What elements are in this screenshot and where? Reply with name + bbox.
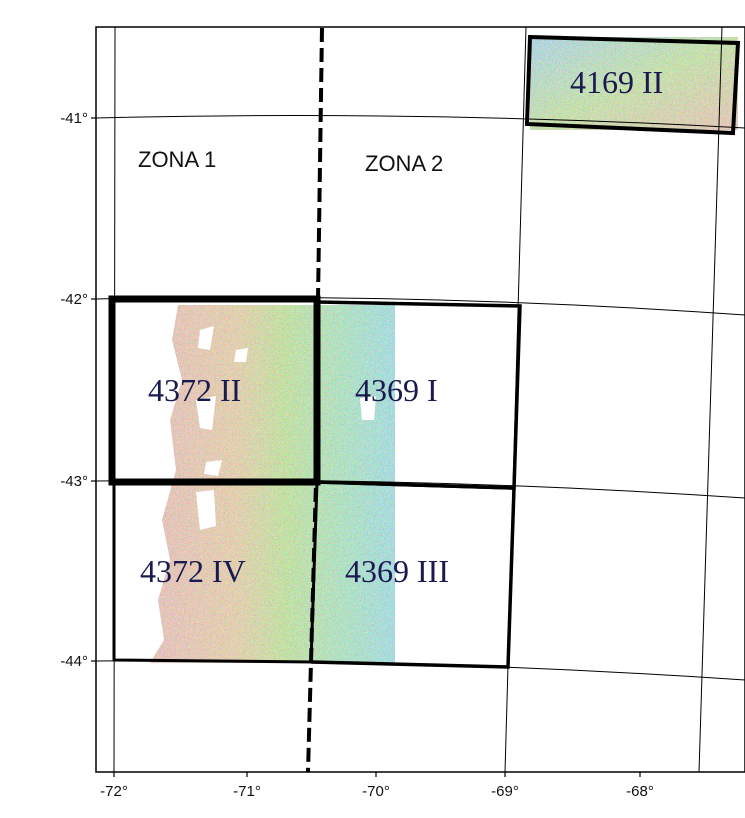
y-tick-label: -44°	[60, 653, 88, 670]
y-tick-label: -43°	[60, 473, 88, 490]
y-tick-label: -41°	[60, 110, 88, 127]
zone-boundary-line	[306, 27, 324, 772]
zone-label-2: ZONA 2	[365, 151, 443, 176]
x-axis-ticks	[113, 772, 641, 777]
y-axis-ticks	[91, 117, 96, 662]
sheet-label-4169-ii: 4169 II	[570, 64, 663, 100]
x-tick-label: -72°	[100, 783, 128, 800]
zone-label-1: ZONA 1	[138, 147, 216, 172]
raster-image-northeast	[530, 37, 738, 130]
map-frame	[95, 26, 745, 773]
sheet-label-4369-i: 4369 I	[355, 372, 438, 408]
sheet-label-4369-iii: 4369 III	[345, 553, 449, 589]
x-tick-label: -70°	[362, 783, 390, 800]
x-tick-label: -68°	[626, 783, 654, 800]
sheet-label-4372-ii: 4372 II	[148, 372, 241, 408]
y-tick-label: -42°	[60, 291, 88, 308]
x-tick-label: -71°	[233, 783, 261, 800]
sheet-label-4372-iv: 4372 IV	[140, 553, 246, 589]
x-tick-label: -69°	[491, 783, 519, 800]
